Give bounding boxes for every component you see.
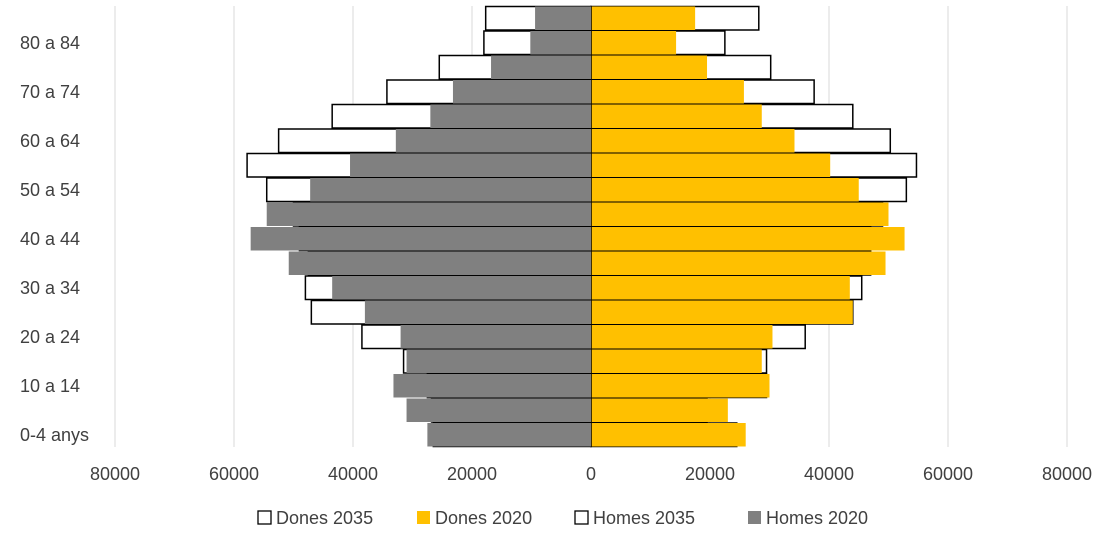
bar bbox=[427, 423, 591, 447]
bar bbox=[591, 349, 762, 373]
x-tick-label: 80000 bbox=[90, 464, 140, 484]
y-tick-label: 80 a 84 bbox=[20, 33, 80, 53]
bar bbox=[591, 129, 795, 153]
bar bbox=[591, 374, 770, 398]
bar bbox=[591, 251, 886, 275]
legend-swatch bbox=[748, 511, 761, 524]
bar bbox=[530, 31, 591, 55]
series-dones-2020 bbox=[591, 6, 905, 447]
bar bbox=[591, 153, 831, 177]
bar bbox=[591, 31, 677, 55]
x-axis-labels: 80000 60000 40000 20000 0 20000 40000 60000 8000… bbox=[90, 464, 1092, 484]
x-tick-label: 40000 bbox=[328, 464, 378, 484]
x-tick-label: 20000 bbox=[685, 464, 735, 484]
bar bbox=[591, 325, 773, 349]
bars bbox=[246, 5, 918, 448]
legend-swatch bbox=[574, 510, 589, 525]
bar bbox=[491, 55, 591, 79]
bar bbox=[332, 276, 591, 300]
bar bbox=[250, 227, 591, 251]
bar bbox=[395, 129, 591, 153]
bar bbox=[591, 6, 696, 30]
bar bbox=[591, 300, 853, 324]
bar bbox=[406, 349, 591, 373]
bar bbox=[266, 202, 591, 226]
x-tick-label: 40000 bbox=[804, 464, 854, 484]
y-tick-label: 50 a 54 bbox=[20, 180, 80, 200]
bar bbox=[591, 398, 728, 422]
bar bbox=[591, 423, 746, 447]
bar bbox=[591, 80, 744, 104]
bar bbox=[430, 104, 591, 128]
x-tick-label: 60000 bbox=[209, 464, 259, 484]
bar bbox=[310, 178, 591, 202]
bar bbox=[288, 251, 591, 275]
legend-label: Dones 2035 bbox=[276, 508, 373, 528]
legend-swatch bbox=[417, 511, 430, 524]
y-tick-label: 0-4 anys bbox=[20, 425, 89, 445]
legend: Dones 2035 Dones 2020 Homes 2035 Homes 2020 bbox=[257, 508, 868, 528]
y-tick-label: 60 a 64 bbox=[20, 131, 80, 151]
bar bbox=[591, 55, 708, 79]
y-tick-label: 30 a 34 bbox=[20, 278, 80, 298]
bar bbox=[535, 6, 591, 30]
y-tick-label: 70 a 74 bbox=[20, 82, 80, 102]
x-tick-label: 60000 bbox=[923, 464, 973, 484]
series-homes-2020 bbox=[250, 6, 591, 447]
y-axis-labels: 0-4 anys 10 a 14 20 a 24 30 a 34 40 a 44 50 a… bbox=[20, 33, 89, 445]
x-tick-label: 20000 bbox=[447, 464, 497, 484]
x-tick-label: 0 bbox=[586, 464, 596, 484]
bar bbox=[591, 227, 905, 251]
bar bbox=[400, 325, 591, 349]
legend-label: Homes 2020 bbox=[766, 508, 868, 528]
legend-label: Homes 2035 bbox=[593, 508, 695, 528]
bar bbox=[591, 276, 850, 300]
y-tick-label: 40 a 44 bbox=[20, 229, 80, 249]
bar bbox=[591, 104, 762, 128]
bar bbox=[591, 178, 859, 202]
bar bbox=[364, 300, 591, 324]
legend-label: Dones 2020 bbox=[435, 508, 532, 528]
x-tick-label: 80000 bbox=[1042, 464, 1092, 484]
y-tick-label: 20 a 24 bbox=[20, 327, 80, 347]
legend-swatch bbox=[257, 510, 272, 525]
bar bbox=[406, 398, 591, 422]
bar bbox=[452, 80, 591, 104]
bar bbox=[350, 153, 591, 177]
y-tick-label: 10 a 14 bbox=[20, 376, 80, 396]
bar bbox=[393, 374, 591, 398]
bar bbox=[591, 202, 889, 226]
